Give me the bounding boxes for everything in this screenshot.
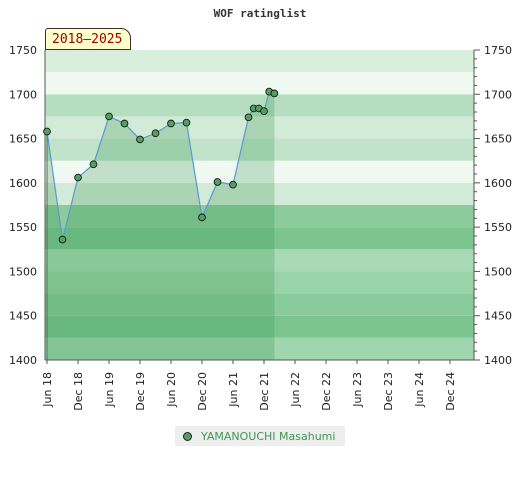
x-tick-label: Jun 23: [351, 372, 364, 408]
period-badge: 2018–2025: [45, 28, 132, 50]
data-point: [244, 113, 253, 122]
axes: [44, 49, 480, 361]
x-tick-label: Jun 21: [227, 372, 240, 408]
data-point: [89, 160, 98, 169]
x-tick-label: Dec 20: [196, 372, 209, 411]
data-point: [182, 118, 191, 127]
legend-marker-icon: [183, 431, 192, 441]
data-point: [105, 112, 113, 121]
data-point: [151, 129, 160, 138]
y-tick-label-right: 1500: [484, 265, 512, 278]
data-points: [43, 87, 279, 244]
data-point: [43, 127, 51, 136]
y-tick-label-right: 1400: [484, 354, 512, 367]
data-point: [260, 107, 268, 115]
x-tick-label: Jun 18: [41, 372, 54, 408]
band-1550: [45, 205, 474, 228]
x-tick-label: Jun 20: [165, 372, 178, 408]
data-point: [74, 173, 82, 182]
y-tick-label-left: 1400: [9, 354, 37, 367]
data-point: [198, 213, 206, 222]
y-tick-label-left: 1750: [9, 44, 37, 57]
x-tick-label: Dec 21: [258, 372, 271, 411]
rating-bands: [45, 50, 474, 360]
y-tick-label-right: 1750: [484, 44, 512, 57]
x-tick-label: Dec 19: [134, 372, 147, 411]
band-1625: [45, 138, 474, 161]
band-1500: [45, 249, 474, 272]
data-point: [229, 180, 237, 189]
x-axis: Jun 18 Dec 18 Jun 19 Dec 19 Jun 20 Dec 20 Jun …: [41, 360, 457, 411]
x-tick-label: Dec 24: [444, 372, 457, 411]
band-1600: [45, 160, 474, 183]
y-tick-label-right: 1450: [484, 310, 512, 323]
band-1400: [45, 337, 474, 360]
x-tick-label: Dec 22: [320, 372, 333, 411]
y-axis-right: 1400 1450 1500 1550 1600 1650 1700 1750: [484, 44, 512, 367]
y-tick-label-left: 1600: [9, 177, 37, 190]
legend[interactable]: YAMANOUCHI Masahumi: [175, 426, 345, 446]
x-tick-label: Dec 23: [382, 372, 395, 411]
data-point: [120, 119, 129, 128]
y-tick-label-right: 1700: [484, 88, 512, 101]
area-fill: [47, 91, 275, 360]
band-1450: [45, 293, 474, 316]
data-point: [167, 119, 175, 128]
x-tick-label: Jun 19: [103, 372, 116, 408]
legend-label: YAMANOUCHI Masahumi: [201, 429, 336, 443]
band-1475: [45, 271, 474, 294]
band-1525: [45, 227, 474, 250]
data-point: [136, 135, 144, 144]
y-tick-label-left: 1650: [9, 133, 37, 146]
data-point: [58, 235, 67, 244]
x-tick-label: Jun 22: [289, 372, 302, 408]
y-tick-label-left: 1700: [9, 88, 37, 101]
y-tick-label-left: 1450: [9, 310, 37, 323]
y-axis-left: 1400 1450 1500 1550 1600 1650 1700 1750: [9, 44, 37, 367]
x-tick-label: Jun 24: [413, 372, 426, 408]
y-tick-label-left: 1500: [9, 265, 37, 278]
y-tick-label-right: 1650: [484, 133, 512, 146]
x-tick-label: Dec 18: [72, 372, 85, 411]
y-tick-label-right: 1600: [484, 177, 512, 190]
band-1425: [45, 315, 474, 338]
data-point: [270, 89, 279, 98]
y-tick-label-right: 1550: [484, 221, 512, 234]
band-1700: [45, 72, 474, 95]
y-tick-label-left: 1550: [9, 221, 37, 234]
data-point: [213, 178, 222, 186]
band-1575: [45, 182, 474, 205]
band-1725: [45, 50, 474, 73]
chart-title: WOF ratinglist: [214, 7, 307, 20]
